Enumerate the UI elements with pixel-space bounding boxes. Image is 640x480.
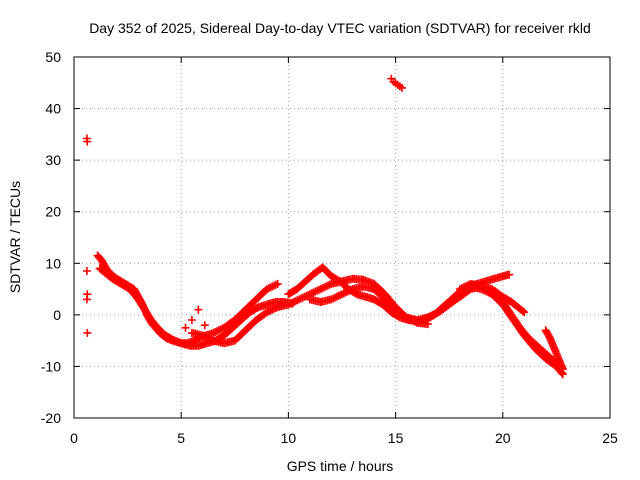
series-isolated-early (82, 134, 92, 337)
y-tick-label: -20 (41, 410, 61, 426)
data-point (520, 308, 529, 317)
data-marks (82, 74, 567, 379)
y-axis-ticks: -20 -10 0 10 20 30 40 50 (41, 49, 610, 426)
x-tick-label: 20 (495, 430, 511, 446)
x-tick-label: 15 (388, 430, 404, 446)
x-axis-label: GPS time / hours (287, 458, 394, 474)
x-tick-label: 0 (70, 430, 78, 446)
data-point (273, 279, 282, 288)
data-point (83, 137, 92, 146)
series-track-g (455, 279, 567, 373)
x-tick-label: 10 (281, 430, 297, 446)
plot-frame (73, 56, 611, 419)
data-point (200, 321, 209, 330)
y-tick-label: 40 (45, 101, 61, 117)
series-track-b (95, 264, 297, 350)
data-point (194, 305, 203, 314)
y-tick-label: 50 (45, 49, 61, 65)
y-tick-label: 0 (53, 307, 61, 323)
series-isolated-late (181, 305, 209, 332)
grid-lines (74, 57, 610, 418)
series-track-e (305, 282, 529, 324)
x-axis-ticks: 0 5 10 15 20 25 (70, 57, 618, 446)
series-outlier-high (387, 74, 406, 92)
y-tick-label: 20 (45, 204, 61, 220)
series-track-h (541, 326, 567, 373)
data-point (83, 328, 92, 337)
y-tick-label: 10 (45, 255, 61, 271)
x-tick-label: 5 (177, 430, 185, 446)
data-point (181, 323, 190, 332)
data-point (558, 365, 567, 373)
chart-title: Day 352 of 2025, Sidereal Day-to-day VTE… (89, 20, 591, 36)
y-axis-label: SDTVAR / TECUs (7, 181, 23, 293)
data-point (505, 270, 514, 279)
data-point (519, 307, 527, 316)
y-tick-label: 30 (45, 152, 61, 168)
data-point (398, 83, 406, 92)
data-point (82, 295, 91, 304)
x-tick-label: 25 (602, 430, 618, 446)
series-track-a (93, 251, 282, 348)
data-point (82, 267, 91, 275)
y-tick-label: -10 (41, 358, 61, 374)
data-point (187, 316, 196, 324)
